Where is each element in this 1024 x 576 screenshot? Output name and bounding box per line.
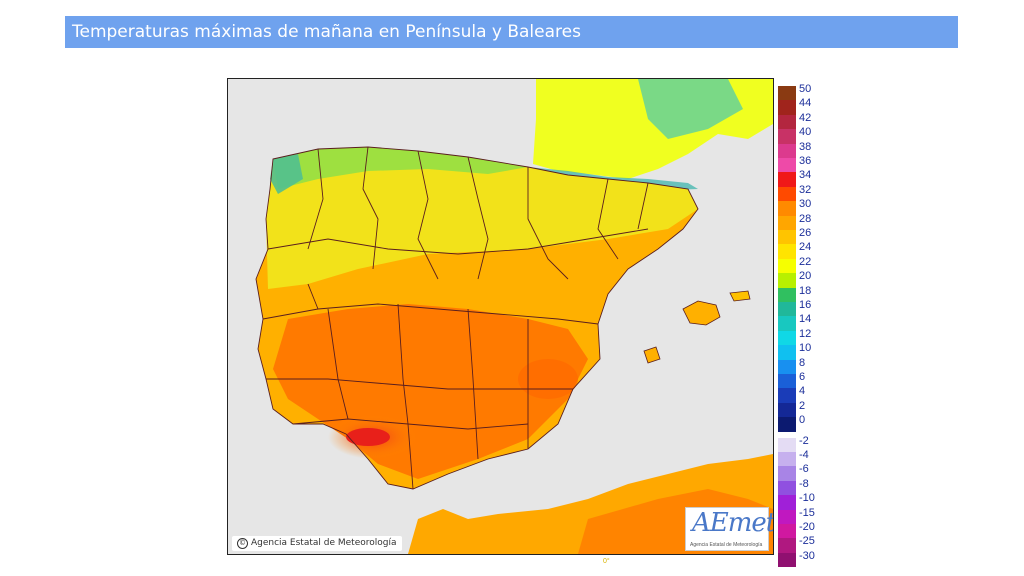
legend-label: 36 (799, 155, 812, 167)
legend-label: 30 (799, 198, 812, 211)
legend-swatch (778, 258, 796, 274)
legend-label: -8 (799, 477, 809, 490)
province-borders (255, 146, 699, 490)
legend-label: 18 (799, 284, 812, 297)
legend-label: 32 (799, 183, 812, 196)
legend-swatch (778, 100, 796, 115)
legend-swatch (778, 538, 796, 553)
copyright-icon: © (237, 538, 248, 549)
map-canvas (228, 79, 773, 554)
ibiza (643, 346, 661, 364)
legend-label: 14 (799, 313, 812, 326)
legend-swatch (778, 374, 796, 389)
page-title: Temperaturas máximas de mañana en Peníns… (72, 22, 581, 42)
legend-label: 6 (799, 371, 806, 383)
legend-label: 8 (799, 356, 806, 369)
legend-label: 44 (799, 97, 812, 110)
aemet-logo: AEmet Agencia Estatal de Meteorología (685, 507, 773, 551)
legend-label: -30 (799, 549, 815, 562)
legend-label: 10 (799, 342, 812, 355)
legend-label: 42 (799, 111, 812, 124)
legend-swatch (778, 143, 796, 158)
legend-label: -2 (799, 434, 809, 447)
legend-swatch (778, 524, 796, 539)
mallorca (682, 300, 721, 326)
legend-swatch (778, 244, 796, 259)
legend-label: 40 (799, 126, 812, 139)
legend-label: -4 (799, 449, 809, 461)
legend-label: 50 (799, 83, 812, 95)
legend-swatch (778, 495, 796, 510)
legend-swatch (778, 388, 796, 403)
north-yellow-area (266, 147, 698, 289)
legend-label: 0 (799, 414, 806, 427)
legend-label: 26 (799, 227, 812, 239)
legend-swatch (778, 359, 796, 374)
legend-label: -15 (799, 506, 815, 519)
legend-swatch (778, 345, 796, 360)
legend-swatch (778, 186, 796, 202)
guadalquivir-core (346, 428, 390, 446)
legend-label: -20 (799, 521, 815, 533)
legend-swatch (778, 215, 796, 230)
legend-label: 16 (799, 299, 812, 311)
legend-swatch (778, 287, 796, 302)
legend-swatch (778, 509, 796, 524)
southeast-hot (518, 359, 578, 399)
legend-label: -6 (799, 463, 809, 476)
legend-swatch (778, 417, 796, 432)
legend-label: 12 (799, 327, 812, 340)
legend-swatch (778, 230, 796, 245)
legend-swatch (778, 201, 796, 216)
legend-swatch (778, 452, 796, 467)
legend-swatch (778, 172, 796, 187)
legend-label: 22 (799, 255, 812, 268)
temperature-map[interactable]: © Agencia Estatal de Meteorología AEmet A… (227, 78, 774, 555)
legend-swatch (778, 316, 796, 331)
legend-swatch (778, 466, 796, 481)
legend-swatch (778, 273, 796, 288)
legend-swatch (778, 302, 796, 317)
legend-label: -10 (799, 492, 815, 505)
legend-swatch (778, 158, 796, 173)
bottom-mark: 0° (603, 558, 610, 565)
legend-swatch (778, 402, 796, 418)
france-cool-patch (638, 79, 743, 139)
legend-label: -25 (799, 535, 815, 548)
legend-swatch (778, 86, 796, 101)
logo-subtitle: Agencia Estatal de Meteorología (690, 542, 763, 548)
menorca (729, 290, 751, 302)
legend-swatch (778, 114, 796, 130)
legend-swatch (778, 552, 796, 568)
credit-text: Agencia Estatal de Meteorología (251, 538, 397, 548)
north-coast-green (273, 147, 528, 189)
legend-label: 38 (799, 140, 812, 153)
temperature-legend: 50 44 42 40 38 36 34 32 30 28 26 24 22 20 18 16 14 12 10 8 6… (778, 83, 838, 568)
title-bar: Temperaturas máximas de mañana en Peníns… (65, 16, 958, 48)
copyright-credit: © Agencia Estatal de Meteorología (232, 536, 402, 551)
legend-swatch (778, 330, 796, 346)
legend-label: 28 (799, 212, 812, 225)
logo-wordmark: AEmet (692, 508, 774, 538)
legend-label: 20 (799, 270, 812, 283)
legend-label: 2 (799, 399, 806, 412)
legend-swatch (778, 129, 796, 144)
legend-label: 4 (799, 385, 806, 398)
legend-swatch (778, 480, 796, 496)
galicia-cool (270, 154, 303, 194)
legend-label: 24 (799, 241, 812, 254)
legend-label: 34 (799, 169, 812, 182)
legend-swatch (778, 437, 796, 452)
